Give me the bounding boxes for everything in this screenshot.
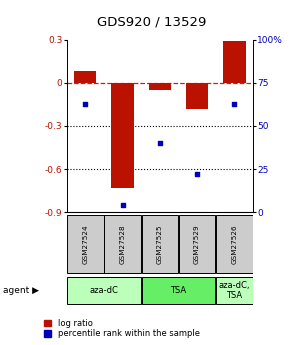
Point	[232, 101, 237, 106]
Text: GDS920 / 13529: GDS920 / 13529	[97, 16, 206, 29]
Bar	[67, 277, 141, 304]
Bar	[179, 215, 215, 273]
Bar	[74, 71, 96, 83]
Bar	[142, 277, 215, 304]
Point	[120, 203, 125, 208]
Text: GSM27524: GSM27524	[82, 224, 88, 264]
Bar	[67, 215, 104, 273]
Text: agent ▶: agent ▶	[3, 286, 39, 295]
Text: GSM27526: GSM27526	[231, 224, 237, 264]
Bar	[149, 83, 171, 90]
Point	[195, 171, 199, 177]
Point	[158, 140, 162, 146]
Text: GSM27529: GSM27529	[194, 224, 200, 264]
Legend: log ratio, percentile rank within the sample: log ratio, percentile rank within the sa…	[44, 318, 201, 339]
Bar	[104, 215, 141, 273]
Bar	[216, 215, 253, 273]
Text: aza-dC,
TSA: aza-dC, TSA	[219, 281, 250, 300]
Text: GSM27525: GSM27525	[157, 224, 163, 264]
Bar	[142, 215, 178, 273]
Text: GSM27528: GSM27528	[120, 224, 125, 264]
Bar	[186, 83, 208, 109]
Text: TSA: TSA	[170, 286, 187, 295]
Point	[83, 101, 88, 106]
Bar	[223, 41, 245, 83]
Bar	[216, 277, 253, 304]
Text: aza-dC: aza-dC	[89, 286, 118, 295]
Bar	[112, 83, 134, 188]
